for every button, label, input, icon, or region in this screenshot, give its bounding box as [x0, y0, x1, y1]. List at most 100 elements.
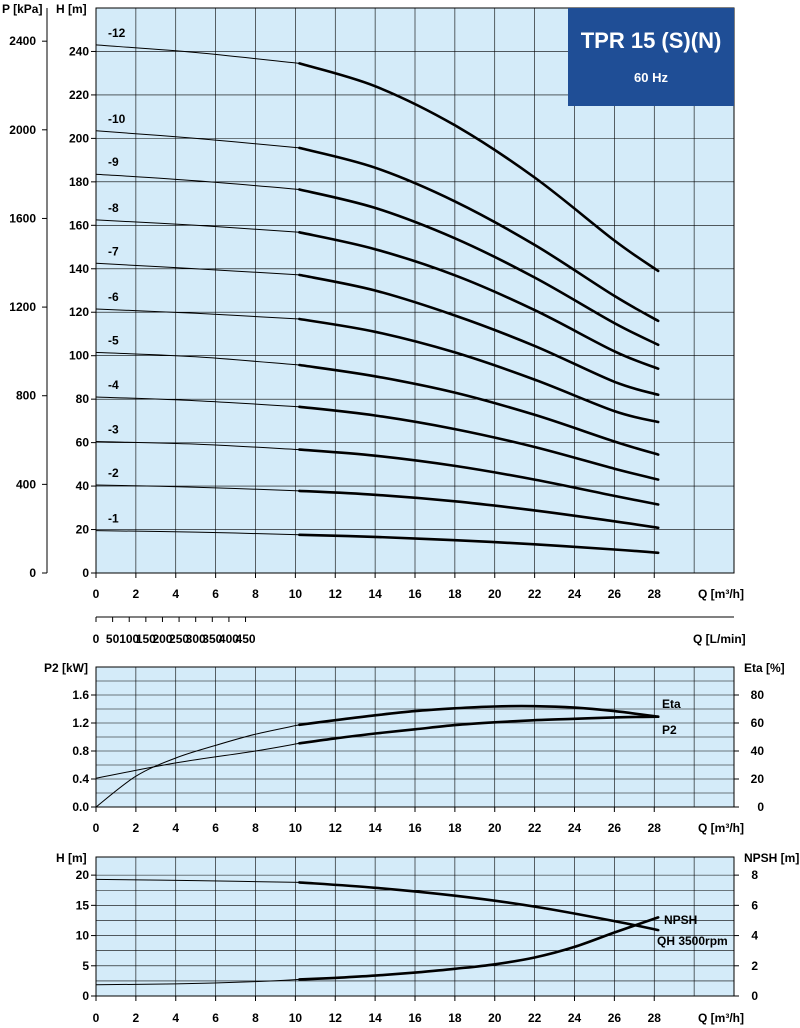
x-tick-label: 22 [528, 1011, 542, 1025]
qh-curve-stage-thick [298, 146, 660, 323]
qh-curve-stage-thin [95, 351, 300, 366]
y2-tick-label: 40 [751, 744, 765, 758]
qh-3500rpm-curve-thin [95, 878, 300, 883]
x-tick-label: 4 [172, 821, 179, 835]
y2-tick-label: 2 [751, 959, 758, 973]
stage-label: -9 [108, 155, 119, 169]
y2-tick-label: 8 [751, 868, 758, 882]
x-tick-label: 8 [252, 1011, 259, 1025]
lmin-tick-label: 300 [186, 632, 206, 646]
pressure-tick-label: 1600 [9, 211, 36, 225]
y-tick-label: 1.6 [72, 688, 89, 702]
stage-label: -3 [108, 423, 119, 437]
x-tick-label: 8 [252, 587, 259, 601]
npsh-curve-label: NPSH [664, 913, 697, 927]
qh-curve-stage-thin [95, 308, 300, 320]
x-tick-label: 22 [528, 821, 542, 835]
x-tick-label: 28 [648, 1011, 662, 1025]
x-tick-label: 12 [329, 587, 343, 601]
qh-curve-stage-thin [95, 396, 300, 408]
x-tick-label: 28 [648, 587, 662, 601]
qh-curve-stage-thick [298, 489, 660, 530]
x-tick-label: 24 [568, 1011, 582, 1025]
qh-curve-stage-thick [298, 405, 660, 481]
stage-label: -8 [108, 201, 119, 215]
y-tick-label: 140 [69, 262, 89, 276]
x-tick-label: 20 [488, 1011, 502, 1025]
stage-label: -10 [108, 112, 126, 126]
lmin-tick-label: 50 [106, 632, 120, 646]
x-tick-label: 24 [568, 821, 582, 835]
qh-curve-stage-thick [298, 188, 660, 347]
y-tick-label: 60 [76, 436, 90, 450]
x-tick-label: 0 [93, 821, 100, 835]
y-tick-label: 20 [76, 868, 90, 882]
stage-label: -6 [108, 290, 119, 304]
x-tick-label: 12 [329, 821, 343, 835]
pressure-tick-label: 800 [16, 389, 36, 403]
qh-3500rpm-label: QH 3500rpm [657, 934, 728, 948]
qh-curve-stage-thick [298, 273, 660, 397]
x-tick-label: 14 [368, 821, 382, 835]
y2-tick-label: 4 [751, 929, 758, 943]
badge-subtitle: 60 Hz [634, 70, 668, 85]
x-tick-label: 26 [608, 1011, 622, 1025]
y-tick-label: 40 [76, 479, 90, 493]
x-tick-label: 0 [93, 587, 100, 601]
x-tick-label: 26 [608, 821, 622, 835]
y-tick-label: 0 [82, 566, 89, 580]
npsh-axis-label: NPSH [m] [744, 851, 799, 865]
badge-title: TPR 15 (S)(N) [581, 28, 722, 53]
y-tick-label: 80 [76, 392, 90, 406]
x-tick-label: 18 [448, 821, 462, 835]
pressure-tick-label: 400 [16, 477, 36, 491]
stage-label: -1 [108, 512, 119, 526]
x-tick-label: 16 [408, 587, 422, 601]
pressure-tick-label: 0 [29, 566, 36, 580]
x-tick-label: 4 [172, 587, 179, 601]
y-tick-label: 200 [69, 131, 89, 145]
qh-curve-stage-thick [298, 62, 660, 273]
qh-curve-stage-thick [298, 448, 660, 506]
x-tick-label: 2 [133, 587, 140, 601]
x-tick-label: 2 [133, 821, 140, 835]
y-tick-label: 0.0 [72, 800, 89, 814]
x-tick-label: 4 [172, 1011, 179, 1025]
x-tick-label: 20 [488, 821, 502, 835]
pressure-tick-label: 1200 [9, 300, 36, 314]
x-tick-label: 28 [648, 821, 662, 835]
stage-label: -4 [108, 378, 119, 392]
x-tick-label: 6 [212, 821, 219, 835]
lmin-tick-label: 200 [152, 632, 172, 646]
y2-tick-label: 6 [751, 898, 758, 912]
qh-curve-stage-thin [95, 530, 300, 536]
head-axis-label: H [m] [56, 851, 87, 865]
y-tick-label: 120 [69, 305, 89, 319]
y2-tick-label: 60 [751, 716, 765, 730]
p2-axis-label: P2 [kW] [44, 661, 88, 675]
eta-curve-label: Eta [662, 697, 681, 711]
head-axis-label: H [m] [56, 2, 87, 16]
x-tick-label: 6 [212, 1011, 219, 1025]
qh-curve-stage-thick [298, 317, 660, 424]
x-tick-label: 20 [488, 587, 502, 601]
qh-curve-stage-thick [298, 231, 660, 370]
lmin-tick-label: 350 [202, 632, 222, 646]
p2-curve-thick [298, 715, 660, 745]
x-tick-label: 18 [448, 587, 462, 601]
npsh-curve-thick [298, 916, 660, 981]
qh-curve-stage-thick [298, 533, 660, 555]
y-tick-label: 0.8 [72, 744, 89, 758]
lmin-tick-label: 250 [169, 632, 189, 646]
qh-curve-stage-thin [95, 44, 300, 64]
model-badge: TPR 15 (S)(N) 60 Hz [568, 8, 734, 106]
y-tick-label: 1.2 [72, 716, 89, 730]
x-axis-label: Q [m³/h] [698, 821, 744, 835]
x-tick-label: 18 [448, 1011, 462, 1025]
x-tick-label: 2 [133, 1011, 140, 1025]
qh-curve-stage-thick [298, 363, 660, 456]
x-tick-label: 10 [289, 1011, 303, 1025]
